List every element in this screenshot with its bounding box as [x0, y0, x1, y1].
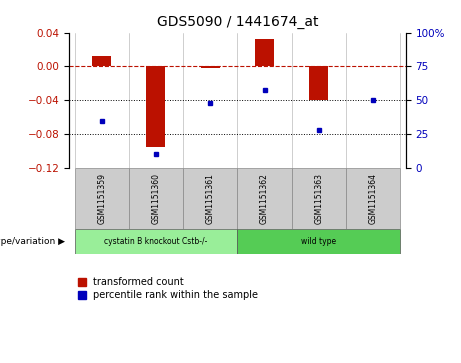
- Bar: [255, 40, 274, 66]
- Title: GDS5090 / 1441674_at: GDS5090 / 1441674_at: [157, 15, 318, 29]
- Text: cystatin B knockout Cstb-/-: cystatin B knockout Cstb-/-: [104, 237, 208, 246]
- Bar: [129, 168, 183, 229]
- Bar: [237, 229, 400, 254]
- Text: genotype/variation ▶: genotype/variation ▶: [0, 237, 65, 246]
- Text: wild type: wild type: [301, 237, 337, 246]
- Text: GSM1151361: GSM1151361: [206, 173, 215, 224]
- Text: GSM1151360: GSM1151360: [152, 173, 160, 224]
- Bar: [147, 66, 165, 147]
- Bar: [346, 168, 400, 229]
- Text: GSM1151363: GSM1151363: [314, 173, 323, 224]
- Text: GSM1151359: GSM1151359: [97, 173, 106, 224]
- Bar: [75, 168, 129, 229]
- Bar: [75, 229, 237, 254]
- Text: GSM1151362: GSM1151362: [260, 173, 269, 224]
- Legend: transformed count, percentile rank within the sample: transformed count, percentile rank withi…: [74, 273, 262, 304]
- Bar: [309, 66, 328, 100]
- Bar: [183, 168, 237, 229]
- Bar: [292, 168, 346, 229]
- Text: GSM1151364: GSM1151364: [369, 173, 378, 224]
- Bar: [237, 168, 292, 229]
- Bar: [201, 66, 220, 68]
- Bar: [92, 56, 111, 66]
